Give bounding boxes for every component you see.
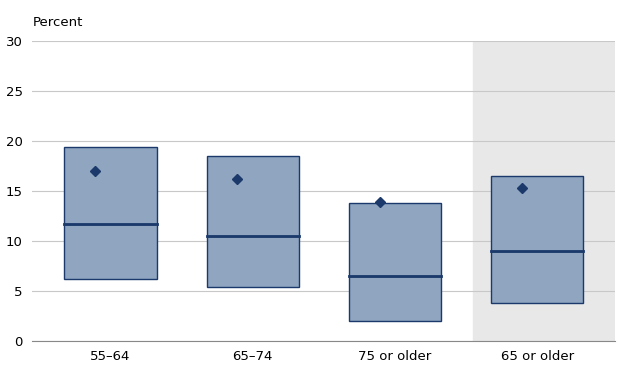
Bar bbox=[349, 276, 441, 321]
Bar bbox=[473, 41, 621, 341]
Text: Percent: Percent bbox=[32, 16, 83, 29]
Bar bbox=[207, 156, 299, 236]
Bar bbox=[207, 236, 299, 287]
Bar bbox=[491, 251, 584, 303]
Bar bbox=[65, 147, 156, 224]
Bar bbox=[349, 203, 441, 276]
Bar bbox=[491, 176, 584, 251]
Bar bbox=[65, 224, 156, 279]
